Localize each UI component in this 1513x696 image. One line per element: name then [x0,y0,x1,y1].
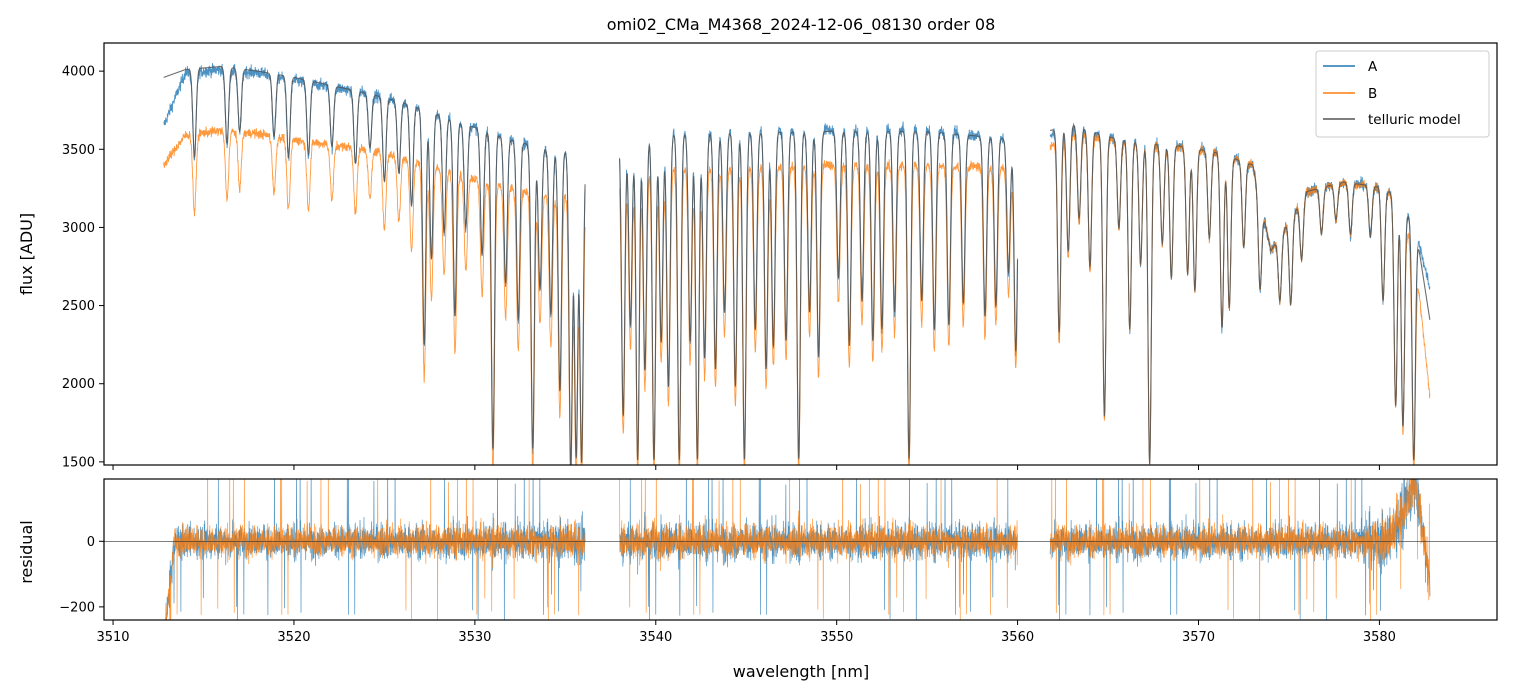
y-tick-label: 0 [87,535,95,550]
y-tick-label: 2000 [62,377,95,392]
x-tick-label: 3540 [639,630,672,645]
legend: A B telluric model [1315,50,1490,138]
y-tick-label: 1500 [62,455,95,470]
residual-y-ticks: −200 0 [59,535,104,615]
legend-box [1315,50,1490,138]
flux-x-ticks [112,465,1380,470]
residual-y-axis-label: residual [17,520,36,583]
residual-line-b-segment-2 [619,479,1018,620]
legend-label-telluric-model: telluric model [1368,112,1461,128]
y-tick-label: 4000 [62,65,95,80]
flux-panel: 1500 2000 2500 3000 3500 4000 flux [ADU] [17,42,1498,470]
x-tick-label: 3570 [1182,630,1215,645]
x-tick-label: 3530 [458,630,491,645]
legend-item-b: B [1323,86,1377,102]
legend-item-a: A [1323,59,1378,75]
y-tick-label: 3500 [62,143,95,158]
x-tick-label: 3550 [820,630,853,645]
flux-y-axis-label: flux [ADU] [17,213,36,295]
residual-panel: −200 0 3510 3520 3530 3540 3550 3560 3570 3580 r… [17,478,1498,645]
residual-x-ticks: 3510 3520 3530 3540 3550 3560 3570 3580 [96,620,1396,645]
chart-title: omi02_CMa_M4368_2024-12-06_08130 order 0… [607,15,996,35]
y-tick-label: 2500 [62,299,95,314]
flux-line-telluric-model-segment-1 [163,66,586,465]
x-tick-label: 3520 [277,630,310,645]
residual-series-group [104,479,1497,620]
y-tick-label: −200 [59,600,95,615]
residual-line-b-segment-3 [1049,479,1431,620]
x-tick-label: 3580 [1363,630,1396,645]
x-tick-label: 3560 [1001,630,1034,645]
residual-line-b-segment-1 [165,479,586,620]
flux-line-telluric-model-segment-2 [619,130,1019,461]
flux-line-telluric-model-segment-3 [1049,125,1431,464]
x-tick-label: 3510 [96,630,129,645]
flux-y-ticks: 1500 2000 2500 3000 3500 4000 [62,65,104,470]
flux-series-group [163,62,1431,465]
y-tick-label: 3000 [62,221,95,236]
residual-plot-frame [103,478,1498,621]
flux-line-b-segment-1 [163,126,586,465]
legend-label-b: B [1368,86,1377,102]
legend-item-telluric-model: telluric model [1323,112,1461,128]
x-axis-label: wavelength [nm] [733,662,870,681]
legend-label-a: A [1368,59,1378,75]
flux-plot-frame [103,42,1498,466]
